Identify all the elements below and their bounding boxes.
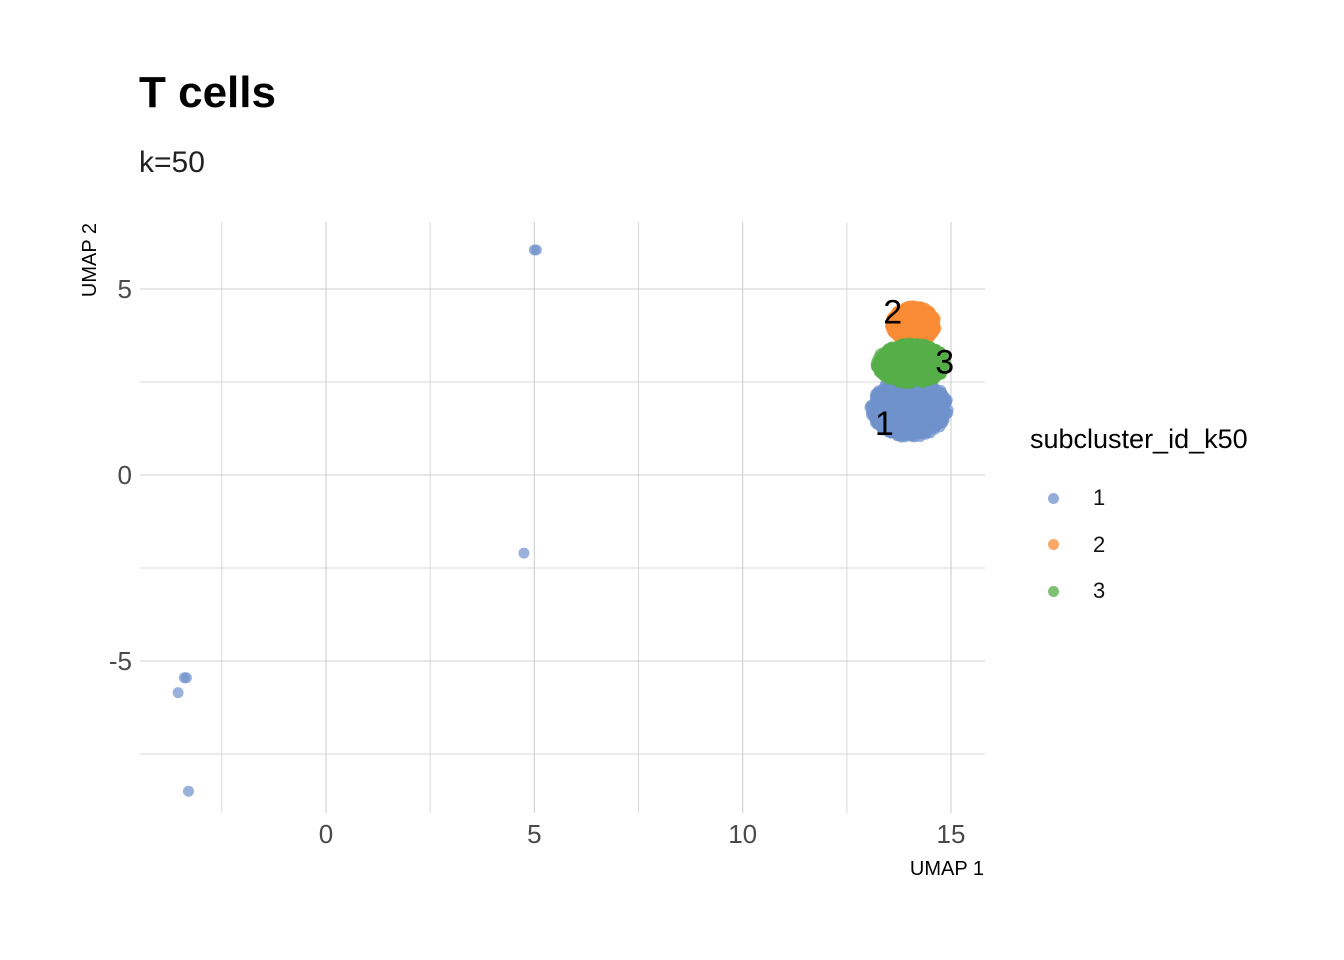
x-axis-title: UMAP 1 [910, 858, 984, 880]
cluster-point [896, 376, 908, 388]
cluster-point [889, 367, 901, 379]
scatter-point [180, 672, 192, 684]
scatter-point [518, 547, 530, 559]
scatter-point [183, 785, 194, 797]
cluster-point [903, 341, 915, 353]
y-axis-title: UMAP 2 [79, 223, 101, 297]
legend-item: 1 [1030, 475, 1248, 522]
cluster-point [926, 342, 938, 354]
x-tick-label: 0 [319, 819, 333, 849]
tick-labels: 0 5 10 15 -5 0 5 [109, 274, 966, 849]
cluster-point [900, 316, 912, 328]
cluster-point [909, 428, 921, 440]
cluster-point [925, 384, 937, 396]
legend-title: subcluster_id_k50 [1030, 424, 1248, 454]
cluster-point [912, 365, 924, 377]
cluster-points [864, 300, 954, 443]
cluster-point [902, 406, 914, 418]
cluster-point [867, 410, 879, 422]
cluster-label: 1 [875, 405, 894, 443]
chart-title: T cells [139, 68, 276, 117]
scatter-point [530, 244, 542, 256]
cluster-point [888, 397, 900, 409]
cluster-point [913, 304, 925, 316]
legend-item: 3 [1030, 568, 1248, 615]
scatter-points [172, 244, 542, 797]
x-tick-label: 15 [937, 819, 966, 849]
cluster-point [877, 362, 889, 374]
y-tick-label: -5 [109, 646, 132, 676]
cluster-point [876, 423, 888, 435]
cluster-point [916, 318, 928, 330]
legend-label: 3 [1093, 578, 1106, 604]
legend: subcluster_id_k50 1 2 3 [1030, 424, 1248, 615]
chart-subtitle: k=50 [139, 146, 205, 179]
legend-label: 2 [1093, 531, 1106, 557]
legend-items: 1 2 3 [1030, 475, 1248, 615]
cluster-point [882, 412, 894, 424]
cluster-point [920, 402, 932, 414]
scatter-point [172, 687, 184, 699]
cluster-point [877, 403, 889, 415]
cluster-annotations: 1 23 [875, 293, 954, 443]
cluster-label: 2 [883, 293, 902, 331]
cluster-point [871, 387, 883, 399]
legend-label: 1 [1093, 485, 1106, 511]
grid-lines [140, 222, 985, 813]
cluster-point [909, 325, 921, 337]
cluster-point [918, 417, 930, 429]
legend-swatch [1048, 585, 1059, 597]
legend-item: 2 [1030, 522, 1248, 569]
cluster-point [887, 310, 899, 322]
x-tick-label: 5 [527, 819, 541, 849]
cluster-point [907, 350, 919, 362]
cluster-point [934, 357, 946, 369]
cluster-label: 3 [935, 344, 954, 382]
cluster-point [888, 343, 900, 355]
y-tick-label: 5 [118, 274, 132, 304]
legend-swatch [1048, 492, 1059, 504]
cluster-point [921, 427, 933, 439]
cluster-point [901, 416, 913, 428]
cluster-point [889, 424, 901, 436]
cluster-point [937, 406, 949, 418]
cluster-point [939, 392, 951, 404]
y-tick-label: 0 [118, 460, 132, 490]
cluster-point [909, 391, 921, 403]
cluster-point [916, 339, 928, 351]
cluster-point [884, 387, 896, 399]
cluster-point [926, 370, 938, 382]
legend-swatch [1048, 539, 1059, 551]
x-tick-label: 10 [728, 819, 757, 849]
